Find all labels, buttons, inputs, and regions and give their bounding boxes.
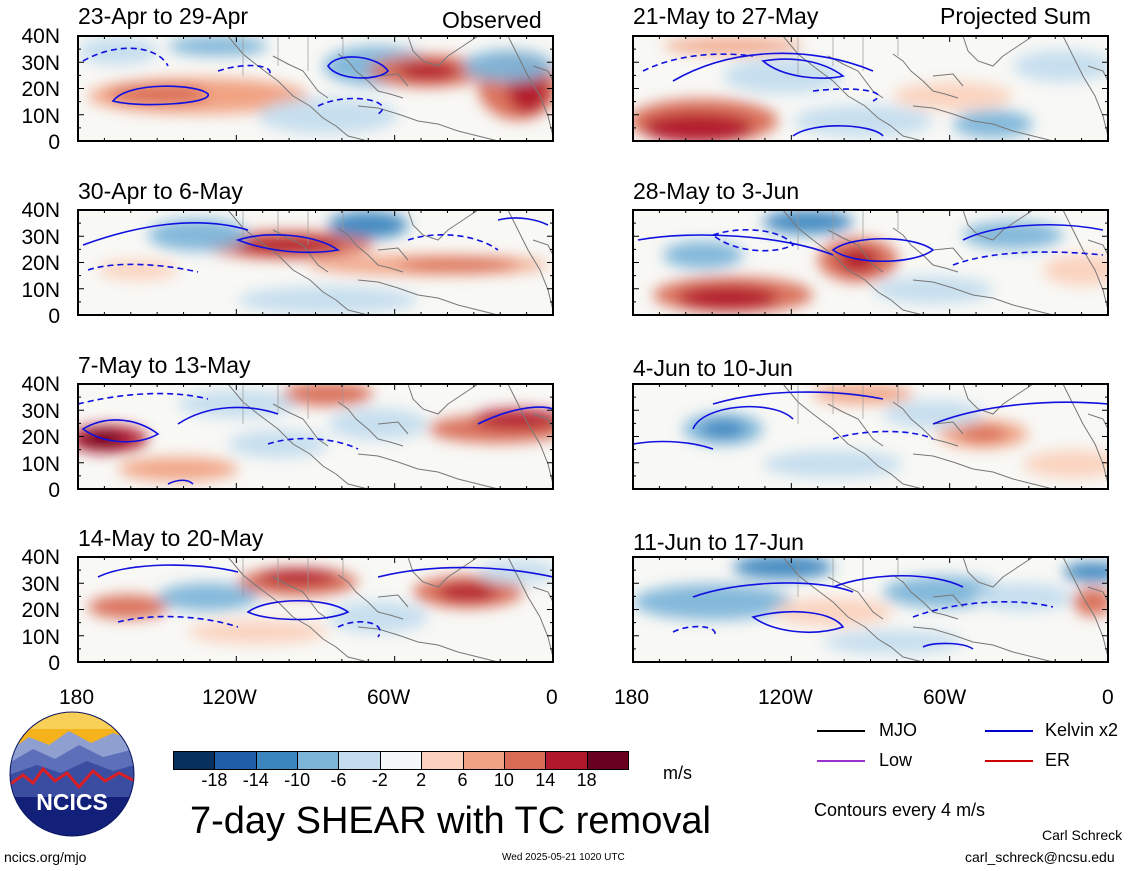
ncics-logo: NCICS bbox=[9, 711, 135, 837]
legend-label-kelvin: Kelvin x2 bbox=[1045, 720, 1119, 740]
lon-label-60w-left: 60W bbox=[367, 686, 411, 709]
panel-title-5: 7-May to 13-May bbox=[78, 352, 251, 378]
lon-label-0-right: 0 bbox=[1102, 686, 1114, 709]
panel-tag-projected: Projected Sum bbox=[940, 3, 1091, 29]
colorbar-swatch bbox=[297, 751, 340, 770]
colorbar-swatch bbox=[173, 751, 216, 770]
figure-title: 7-day SHEAR with TC removal bbox=[190, 800, 711, 842]
colorbar-swatch bbox=[586, 751, 629, 770]
shear-panel bbox=[633, 36, 1108, 141]
colorbar-swatch bbox=[214, 751, 257, 770]
shear-panel bbox=[633, 384, 1108, 489]
legend-line-kelvin bbox=[985, 730, 1033, 732]
panel-title-4: 28-May to 3-Jun bbox=[633, 178, 800, 204]
footer-timestamp: Wed 2025-05-21 1020 UTC bbox=[502, 852, 625, 863]
colorbar-tick-label: 6 bbox=[457, 770, 468, 790]
lon-label-60w-right: 60W bbox=[923, 686, 967, 709]
legend-line-er bbox=[985, 760, 1033, 762]
legend-line-mjo bbox=[817, 730, 865, 732]
lat-label-20n-row4: 20N bbox=[21, 599, 60, 622]
colorbar-tick-label: 2 bbox=[416, 770, 427, 790]
ncics-logo-text: NCICS bbox=[36, 789, 108, 815]
lat-label-20n-row1: 20N bbox=[21, 78, 60, 101]
colorbar-tick-label: 10 bbox=[493, 770, 514, 790]
colorbar bbox=[173, 751, 629, 770]
lon-label-180-left: 180 bbox=[59, 686, 95, 709]
shear-panel bbox=[633, 557, 1108, 662]
colorbar-tick-label: -14 bbox=[242, 770, 269, 790]
panel-title-7: 14-May to 20-May bbox=[78, 525, 264, 551]
shear-panel bbox=[633, 210, 1108, 315]
footer-author: Carl Schreck bbox=[1042, 827, 1123, 843]
panel-title-8: 11-Jun to 17-Jun bbox=[633, 529, 804, 555]
colorbar-tick-label: -6 bbox=[330, 770, 347, 790]
lat-label-30n-row2: 30N bbox=[21, 226, 60, 249]
lat-label-20n-row2: 20N bbox=[21, 252, 60, 275]
shear-panel bbox=[78, 210, 553, 315]
colorbar-tick-label: -18 bbox=[201, 770, 228, 790]
lon-label-120w-right: 120W bbox=[758, 686, 813, 709]
lat-label-0-row3: 0 bbox=[48, 479, 60, 502]
lat-label-10n-row4: 10N bbox=[21, 626, 60, 649]
contour-note: Contours every 4 m/s bbox=[814, 800, 986, 820]
legend-line-low bbox=[817, 760, 865, 762]
lat-label-30n-row1: 30N bbox=[21, 52, 60, 75]
colorbar-tick-label: -2 bbox=[371, 770, 388, 790]
colorbar-swatch bbox=[462, 751, 505, 770]
lat-label-0-row2: 0 bbox=[48, 305, 60, 328]
colorbar-tick-label: 18 bbox=[576, 770, 597, 790]
lat-label-40n-row4: 40N bbox=[21, 546, 60, 569]
shear-panel bbox=[78, 36, 553, 141]
lat-label-20n-row3: 20N bbox=[21, 426, 60, 449]
colorbar-swatch bbox=[338, 751, 381, 770]
lat-label-10n-row1: 10N bbox=[21, 105, 60, 128]
lat-label-30n-row3: 30N bbox=[21, 400, 60, 423]
lat-label-0-row4: 0 bbox=[48, 652, 60, 675]
lon-label-120w-left: 120W bbox=[202, 686, 257, 709]
lat-label-40n-row2: 40N bbox=[21, 199, 60, 222]
panel-title-1: 23-Apr to 29-Apr bbox=[78, 3, 249, 29]
shear-panel bbox=[78, 384, 553, 489]
colorbar-swatch bbox=[545, 751, 588, 770]
lat-label-30n-row4: 30N bbox=[21, 573, 60, 596]
colorbar-swatch bbox=[255, 751, 299, 770]
legend-label-low: Low bbox=[879, 750, 913, 770]
lat-label-10n-row3: 10N bbox=[21, 453, 60, 476]
shear-panel bbox=[78, 557, 553, 662]
lat-label-10n-row2: 10N bbox=[21, 279, 60, 302]
lat-label-0-row1: 0 bbox=[48, 131, 60, 154]
colorbar-tick-label: 14 bbox=[535, 770, 556, 790]
legend-label-er: ER bbox=[1045, 750, 1071, 770]
colorbar-swatch bbox=[421, 751, 464, 770]
colorbar-ticks: -18 -14 -10 -6 -2 2 6 10 14 18 bbox=[173, 771, 628, 793]
colorbar-unit: m/s bbox=[663, 763, 692, 783]
panel-title-6: 4-Jun to 10-Jun bbox=[633, 355, 793, 381]
lat-label-40n-row1: 40N bbox=[21, 25, 60, 48]
footer-url: ncics.org/mjo bbox=[4, 849, 87, 865]
colorbar-swatch bbox=[503, 751, 547, 770]
panel-title-3: 30-Apr to 6-May bbox=[78, 178, 243, 204]
panel-tag-observed: Observed bbox=[442, 7, 542, 33]
lon-label-180-right: 180 bbox=[614, 686, 650, 709]
panel-title-2: 21-May to 27-May bbox=[633, 3, 819, 29]
lon-label-0-left: 0 bbox=[546, 686, 558, 709]
footer-email: carl_schreck@ncsu.edu bbox=[965, 849, 1115, 865]
legend-label-mjo: MJO bbox=[879, 720, 917, 740]
lat-label-40n-row3: 40N bbox=[21, 373, 60, 396]
colorbar-tick-label: -10 bbox=[284, 770, 311, 790]
colorbar-swatch bbox=[379, 751, 423, 770]
